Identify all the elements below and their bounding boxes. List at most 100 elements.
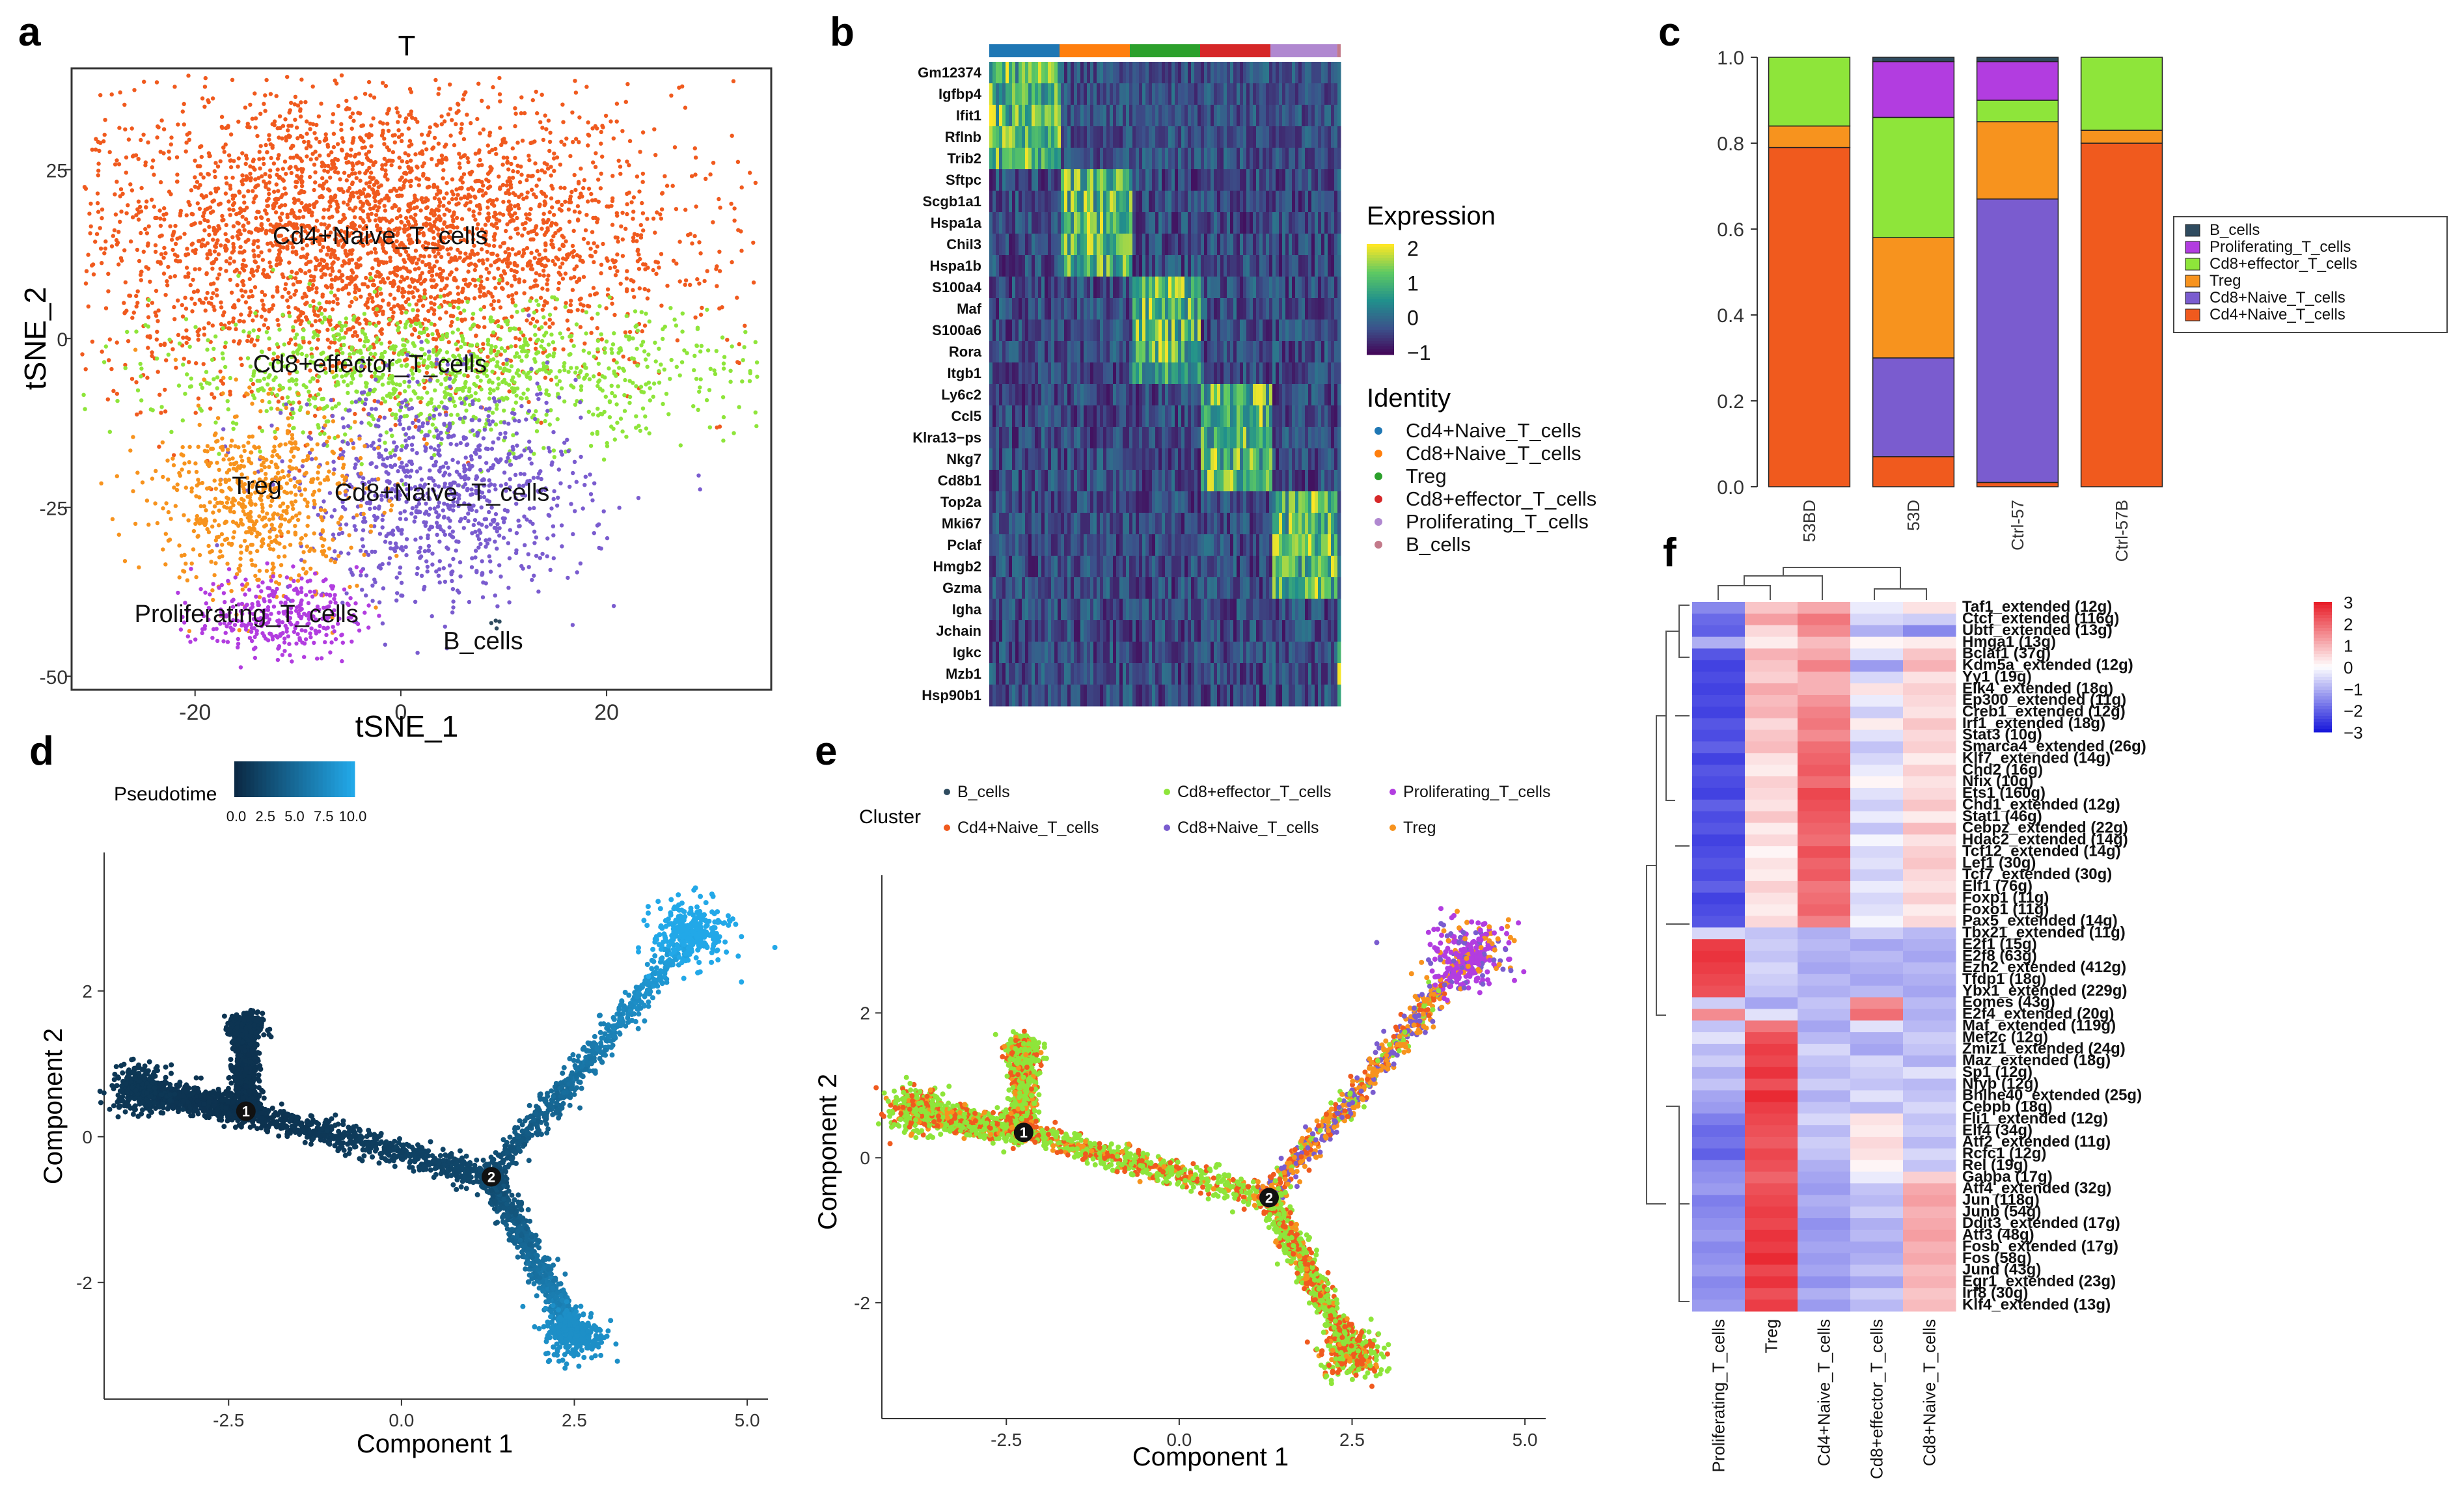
tsne-point [476,277,481,282]
tsne-point [224,269,228,273]
tsne-point [411,295,416,299]
tsne-point [230,320,236,324]
tsne-point [130,188,135,193]
tsne-point [215,386,219,390]
tsne-point [550,242,555,247]
tsne-point [270,294,275,299]
tsne-point [562,368,567,373]
tsne-point [249,289,253,293]
tsne-point [195,288,200,293]
tsne-point [590,126,595,131]
tsne-point [556,286,561,292]
tsne-point [537,177,541,182]
tsne-point [359,573,363,578]
tsne-point [212,377,216,381]
tsne-point [331,260,336,265]
tsne-point [358,199,363,204]
tsne-point [528,207,533,211]
tsne-point [560,234,564,238]
tsne-point [668,377,672,381]
tsne-point [295,155,300,159]
tsne-point [253,125,258,130]
tsne-point [286,305,291,309]
tsne-point [647,319,651,324]
tsne-point [350,180,355,185]
tsne-point [458,441,463,446]
tsne-point [398,178,402,182]
tsne-point [436,452,441,457]
tsne-point [513,344,518,349]
tsne-point [487,510,491,515]
tsne-point [657,369,661,374]
tsne-point [341,189,346,194]
tsne-point [541,137,546,143]
tsne-point [135,247,140,252]
tsne-point [513,124,517,129]
tsne-point [722,355,727,359]
tsne-point [284,138,288,143]
panel-letter-d: d [29,729,54,774]
tsne-point [678,443,683,448]
tsne-point [171,231,176,236]
tsne-point [644,426,649,431]
tsne-point [620,210,625,215]
tsne-point [459,175,464,180]
tsne-point [326,163,331,169]
tsne-point [569,366,573,370]
tsne-point [134,304,139,309]
tsne-point [435,259,439,264]
tsne-point [335,142,340,146]
tsne-point [568,334,572,339]
tsne-point [400,444,405,448]
tsne-point [552,455,556,459]
tsne-point [383,642,387,647]
tsne-point [434,521,439,525]
tsne-point [130,126,134,131]
tsne-point [80,352,85,357]
tsne-point [315,258,320,263]
tsne-point [470,428,475,433]
tsne-point [200,96,205,101]
tsne-point [379,133,385,138]
tsne-point [549,196,554,200]
tsne-point [631,288,635,292]
tsne-point [517,374,521,378]
tsne-point [173,223,178,228]
tsne-point [751,280,756,285]
tsne-point [394,188,399,193]
tsne-point [395,321,400,326]
tsne-point [540,551,545,556]
tsne-point [514,431,519,436]
tsne-point [175,236,180,241]
tsne-point [514,351,519,356]
tsne-point [552,169,556,173]
tsne-point [116,262,121,267]
tsne-point [390,412,395,416]
tsne-point [429,278,433,282]
tsne-point [406,290,411,295]
tsne-point [266,382,270,387]
tsne-point [467,507,472,512]
tsne-point [512,274,517,279]
tsne-point [529,251,534,255]
tsne-point [184,340,189,346]
tsne-point [531,237,536,242]
tsne-point [165,279,169,284]
tsne-point [308,430,312,435]
tsne-point [603,113,609,118]
tsne-point [412,255,417,260]
tsne-point [451,314,456,319]
tsne-point [697,389,702,394]
tsne-point [262,161,266,167]
tsne-point [573,509,577,513]
tsne-point [314,156,319,161]
tsne-point [497,278,502,282]
tsne-point [351,318,356,322]
tsne-point [228,213,232,217]
tsne-point [538,273,542,277]
tsne-point [599,337,604,342]
tsne-point [693,156,698,160]
tsne-point [124,155,129,160]
tsne-point [213,420,218,425]
tsne-point [637,286,642,291]
